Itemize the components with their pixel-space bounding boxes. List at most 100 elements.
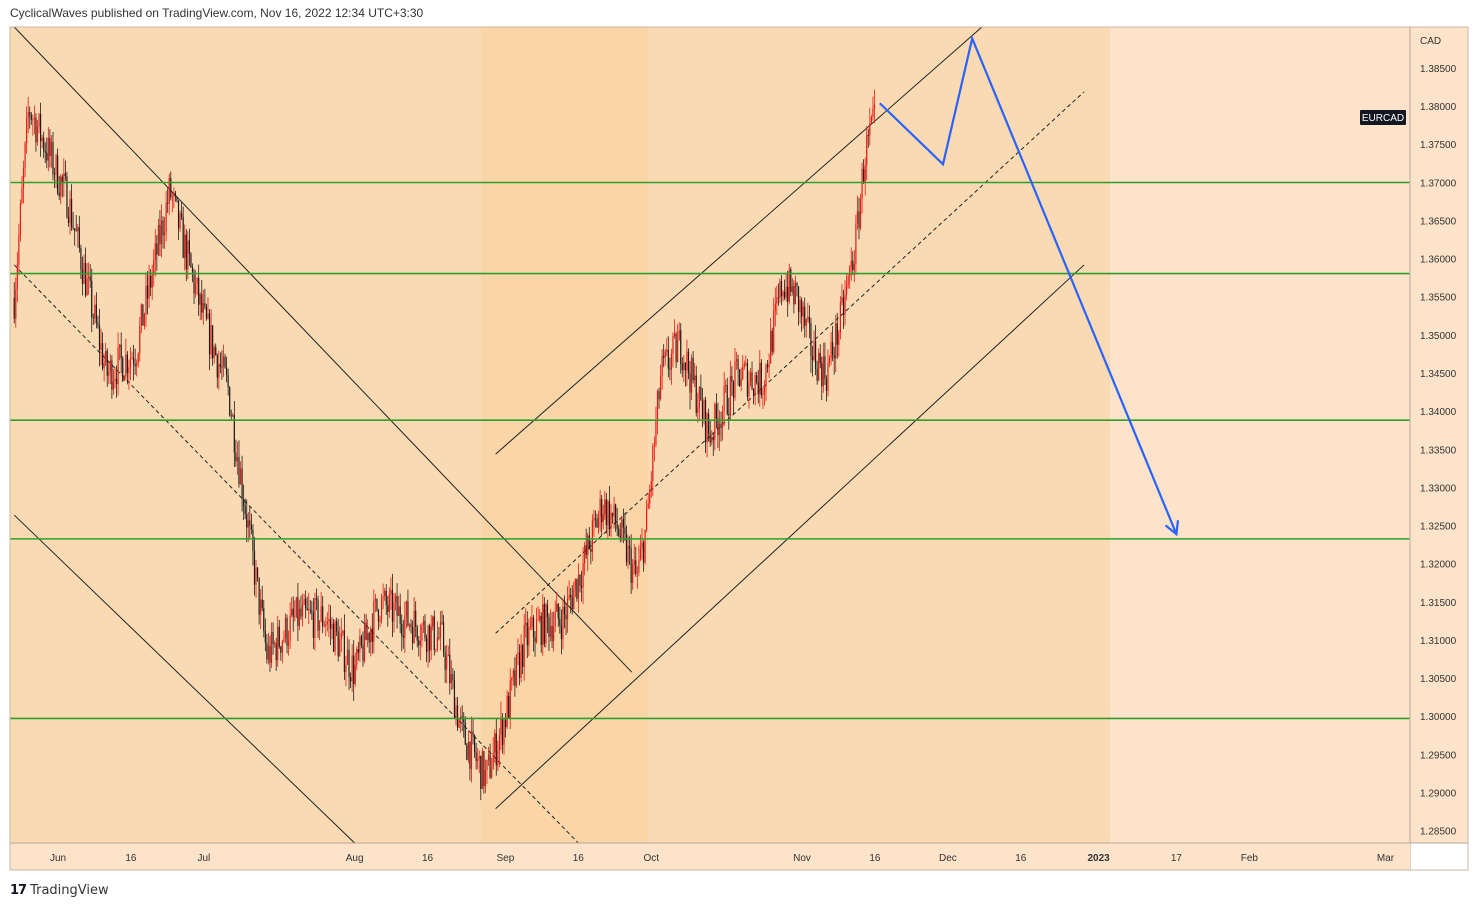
candle-body	[518, 652, 521, 678]
x-tick-label: 16	[869, 853, 881, 864]
candle-body	[247, 520, 249, 528]
candle-body	[439, 622, 442, 639]
candle-body	[756, 375, 758, 383]
candle-body	[751, 372, 753, 389]
candle-body	[430, 626, 432, 651]
candle-body	[391, 589, 394, 622]
candle-body	[94, 304, 96, 319]
candle-body	[870, 116, 872, 124]
candle-body	[396, 595, 398, 616]
candle-body	[419, 640, 421, 646]
candle-body	[770, 330, 772, 364]
candle-body	[491, 769, 493, 778]
candle-body	[21, 187, 23, 204]
candle-body	[714, 403, 716, 440]
candle-body	[613, 504, 615, 517]
descending-channel-mid-line[interactable]	[13, 264, 579, 844]
x-tick-label: Jun	[50, 853, 66, 864]
candle-body	[849, 267, 851, 277]
candle-body	[802, 306, 804, 317]
candle-body	[136, 362, 138, 367]
candle-body	[156, 243, 158, 255]
candle-body	[635, 560, 637, 574]
candle-body	[680, 330, 682, 364]
candle-body	[98, 325, 101, 350]
candle-body	[39, 113, 42, 142]
y-tick-label: 1.35000	[1420, 331, 1457, 342]
candle-body	[363, 622, 366, 662]
candle-body	[548, 617, 550, 637]
candle-body	[622, 518, 624, 528]
candle-body	[587, 535, 589, 555]
candle-body	[184, 234, 186, 258]
candle-body	[318, 620, 321, 631]
candle-body	[652, 445, 654, 481]
candle-body	[291, 608, 293, 616]
candle-body	[177, 200, 180, 229]
candle-body	[188, 240, 190, 254]
candle-body	[752, 388, 755, 395]
candle-body	[664, 351, 666, 358]
candle-body	[201, 293, 203, 313]
candle-body	[47, 137, 49, 161]
candle-body	[700, 386, 702, 401]
candle-body	[506, 695, 508, 728]
candle-body	[749, 372, 752, 382]
candle-body	[13, 297, 15, 319]
candle-body	[804, 306, 806, 326]
tradingview-footer[interactable]: 17 TradingView	[10, 881, 109, 899]
candle-body	[114, 378, 116, 382]
candle-body	[658, 391, 660, 400]
descending-channel-upper-line[interactable]	[13, 26, 633, 673]
candle-body	[317, 599, 319, 631]
candle-body	[866, 134, 868, 166]
projection-path[interactable]	[879, 34, 1178, 535]
candle-body	[374, 598, 376, 601]
y-tick-label: 1.34000	[1420, 407, 1457, 418]
candle-body	[58, 192, 60, 197]
candle-body	[627, 546, 629, 563]
candle-body	[618, 528, 620, 536]
candle-body	[508, 695, 510, 718]
candle-body	[208, 313, 211, 355]
candle-body	[549, 625, 552, 637]
candle-body	[202, 303, 204, 313]
descending-channel-lower-line[interactable]	[13, 514, 355, 844]
ascending-channel-upper-line[interactable]	[495, 26, 983, 455]
candle-body	[122, 358, 124, 381]
candle-body	[438, 637, 440, 639]
candle-body	[277, 626, 279, 661]
candle-body	[473, 735, 476, 752]
candle-body	[441, 622, 443, 624]
y-tick-label: 1.37000	[1420, 178, 1457, 189]
price-axis-panel[interactable]	[1410, 27, 1468, 843]
candle-body	[357, 648, 359, 653]
candle-body	[349, 677, 352, 682]
candle-body	[692, 357, 694, 381]
candle-body	[309, 609, 311, 611]
candle-body	[853, 264, 855, 271]
candle-body	[402, 635, 404, 638]
candle-body	[394, 595, 397, 603]
candle-body	[757, 382, 759, 395]
candle-body	[181, 213, 183, 218]
candle-body	[219, 364, 221, 367]
candle-body	[776, 297, 778, 304]
candle-body	[503, 719, 505, 746]
candle-body	[647, 503, 649, 509]
candle-body	[841, 297, 843, 303]
candle-body	[143, 314, 146, 326]
candle-body	[165, 202, 167, 233]
candle-body	[92, 317, 94, 319]
time-axis-panel[interactable]	[10, 843, 1410, 870]
y-tick-label: 1.33000	[1420, 483, 1457, 494]
candle-body	[458, 719, 460, 728]
candle-body	[244, 506, 246, 515]
candle-body	[432, 616, 434, 627]
candle-body	[560, 625, 562, 640]
candle-body	[695, 375, 697, 413]
candle-body	[176, 196, 178, 201]
candle-body	[340, 633, 342, 639]
candle-body	[328, 619, 330, 622]
